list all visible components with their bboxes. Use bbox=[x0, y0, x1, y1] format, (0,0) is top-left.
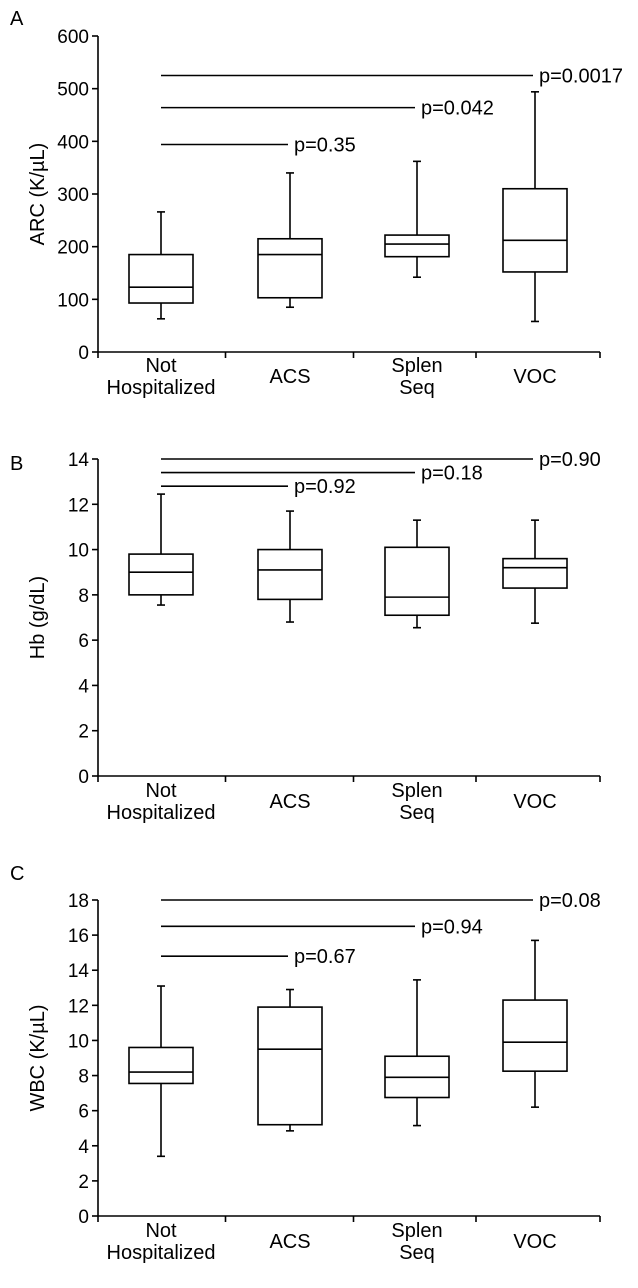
x-category-label: Splen Seq bbox=[391, 1220, 442, 1264]
box-3 bbox=[502, 91, 568, 323]
y-tick-label: 2 bbox=[78, 1172, 89, 1193]
y-tick-label: 4 bbox=[78, 676, 89, 697]
y-tick-label: 18 bbox=[68, 891, 89, 912]
y-tick-label: 8 bbox=[78, 586, 89, 607]
box-rect bbox=[502, 187, 568, 273]
p-value-label: p=0.90 bbox=[539, 449, 601, 471]
box-rect bbox=[257, 1006, 323, 1126]
box-2 bbox=[384, 979, 450, 1127]
p-value-label: p=0.0017 bbox=[539, 66, 623, 88]
x-category-label-line: Hospitalized bbox=[107, 802, 216, 824]
x-category-label-line: Seq bbox=[399, 1242, 435, 1264]
y-tick-label: 16 bbox=[68, 926, 89, 947]
x-category-label: Not Hospitalized bbox=[107, 780, 216, 824]
y-tick-label: 400 bbox=[57, 132, 89, 153]
panel-letter: C bbox=[10, 863, 24, 885]
x-category-label-line: Seq bbox=[399, 377, 435, 399]
box-1 bbox=[257, 988, 323, 1132]
box-3 bbox=[502, 939, 568, 1108]
p-value-label: p=0.92 bbox=[294, 476, 356, 498]
box-rect bbox=[128, 553, 194, 596]
p-value-label: p=0.67 bbox=[294, 946, 356, 968]
box-0 bbox=[128, 493, 194, 606]
box-0 bbox=[128, 211, 194, 320]
x-category-label: VOC bbox=[513, 791, 556, 813]
x-category-label: Not Hospitalized bbox=[107, 355, 216, 399]
y-tick-label: 200 bbox=[57, 238, 89, 259]
box-2 bbox=[384, 160, 450, 279]
p-value-label: p=0.35 bbox=[294, 134, 356, 156]
y-tick-label: 0 bbox=[78, 1207, 89, 1228]
panel-c: C 0 2 4 6 8 10 12 14 16 18 WBC (K/µL) Not Hospitalize… bbox=[10, 863, 601, 1264]
x-category-label: Not Hospitalized bbox=[107, 1220, 216, 1264]
y-tick-label: 14 bbox=[68, 450, 90, 471]
x-category-label: VOC bbox=[513, 1231, 556, 1253]
box-rect bbox=[257, 548, 323, 601]
x-category-label-line: Hospitalized bbox=[107, 377, 216, 399]
x-category-label-line: Not bbox=[145, 780, 177, 802]
box-rect bbox=[502, 999, 568, 1072]
y-tick-label: 10 bbox=[68, 1031, 89, 1052]
p-value-label: p=0.042 bbox=[421, 98, 494, 120]
y-tick-label: 300 bbox=[57, 185, 89, 206]
y-tick-label: 10 bbox=[68, 541, 89, 562]
x-category-label-line: Seq bbox=[399, 802, 435, 824]
x-category-label: ACS bbox=[269, 1231, 310, 1253]
x-category-label-line: Splen bbox=[391, 355, 442, 377]
box-rect bbox=[257, 237, 323, 299]
box-0 bbox=[128, 985, 194, 1158]
y-tick-label: 0 bbox=[78, 343, 89, 364]
x-category-label: ACS bbox=[269, 791, 310, 813]
panel-b: B 0 2 4 6 8 10 12 14 Hb (g/dL) Not Hospitalized ACS S… bbox=[10, 449, 601, 824]
p-value-label: p=0.18 bbox=[421, 463, 483, 485]
y-tick-label: 12 bbox=[68, 996, 89, 1017]
box-1 bbox=[257, 510, 323, 623]
box-rect bbox=[384, 234, 450, 258]
x-category-label: Splen Seq bbox=[391, 355, 442, 399]
x-category-label-line: Hospitalized bbox=[107, 1242, 216, 1264]
x-category-label: VOC bbox=[513, 366, 556, 388]
x-category-label-line: Not bbox=[145, 355, 177, 377]
box-rect bbox=[128, 1046, 194, 1085]
y-tick-label: 6 bbox=[78, 631, 89, 652]
box-1 bbox=[257, 172, 323, 309]
y-tick-label: 6 bbox=[78, 1102, 89, 1123]
box-3 bbox=[502, 519, 568, 624]
box-rect bbox=[128, 253, 194, 304]
y-axis-label: WBC (K/µL) bbox=[27, 1004, 49, 1111]
box-2 bbox=[384, 519, 450, 629]
y-tick-label: 12 bbox=[68, 495, 89, 516]
y-axis-label: Hb (g/dL) bbox=[27, 576, 49, 659]
panel-letter: A bbox=[10, 8, 24, 30]
x-category-label: Splen Seq bbox=[391, 780, 442, 824]
p-value-label: p=0.08 bbox=[539, 890, 601, 912]
x-category-label: ACS bbox=[269, 366, 310, 388]
x-category-label-line: Not bbox=[145, 1220, 177, 1242]
y-tick-label: 600 bbox=[57, 27, 89, 48]
x-category-label-line: Splen bbox=[391, 780, 442, 802]
y-tick-label: 100 bbox=[57, 290, 89, 311]
y-axis-label: ARC (K/µL) bbox=[27, 143, 49, 246]
y-tick-label: 0 bbox=[78, 767, 89, 788]
box-rect bbox=[384, 546, 450, 617]
panel-letter: B bbox=[10, 453, 23, 475]
box-rect bbox=[502, 557, 568, 589]
y-tick-label: 14 bbox=[68, 961, 90, 982]
y-tick-label: 4 bbox=[78, 1137, 89, 1158]
y-tick-label: 8 bbox=[78, 1067, 89, 1088]
y-tick-label: 500 bbox=[57, 80, 89, 101]
y-tick-label: 2 bbox=[78, 722, 89, 743]
x-category-label-line: Splen bbox=[391, 1220, 442, 1242]
panel-a: A 0 100 200 300 400 500 600 ARC (K/µL) Not Hospita… bbox=[10, 8, 623, 399]
p-value-label: p=0.94 bbox=[421, 916, 483, 938]
